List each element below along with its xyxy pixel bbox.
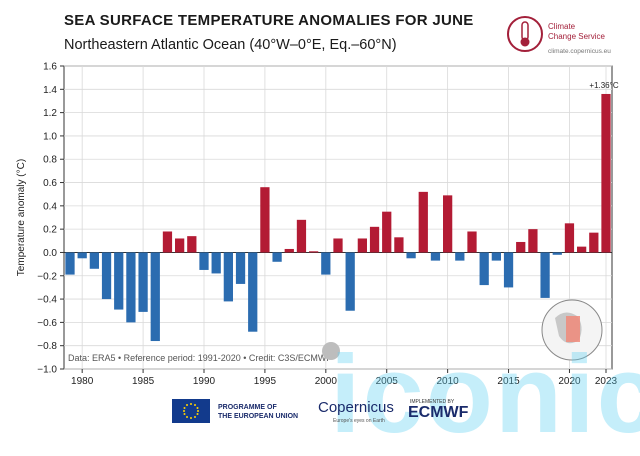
implemented-by-label: IMPLEMENTED BY: [410, 399, 455, 405]
bar: [382, 211, 392, 253]
bar: [418, 191, 428, 253]
bar: [430, 252, 441, 261]
y-tick-label: 0.2: [43, 225, 57, 236]
y-tick-label: −0.2: [37, 271, 57, 282]
bar: [333, 238, 343, 253]
bar: [187, 236, 197, 253]
bar: [175, 238, 185, 253]
y-tick-label: −0.6: [37, 318, 57, 329]
eu-programme-text: PROGRAMME OF THE EUROPEAN UNION: [218, 403, 298, 421]
x-tick-label: 1990: [193, 376, 216, 387]
watermark: iconic: [330, 333, 640, 456]
bar: [321, 252, 331, 275]
eu-flag-icon: [172, 399, 210, 423]
bar: [589, 232, 599, 253]
grey-dot-marker: [322, 342, 340, 360]
bar: [577, 246, 587, 253]
c3s-url: climate.copernicus.eu: [548, 48, 611, 55]
bar: [369, 226, 380, 253]
bar: [479, 252, 489, 286]
plot-frame: [63, 65, 613, 370]
bar: [540, 252, 550, 298]
y-tick-label: −0.8: [37, 341, 57, 352]
bar: [406, 252, 416, 259]
eu-line2: THE EUROPEAN UNION: [218, 413, 299, 420]
y-tick-label: 0.4: [43, 201, 57, 212]
bar: [272, 252, 282, 262]
y-tick-label: −1.0: [37, 365, 57, 376]
bar: [601, 93, 611, 253]
bar: [394, 237, 404, 253]
bar: [150, 252, 160, 342]
x-tick-label: 1980: [71, 376, 94, 387]
bar: [211, 252, 221, 274]
ecmwf-logo: ECMWF: [408, 404, 469, 421]
bar: [126, 252, 136, 323]
bar: [455, 252, 465, 261]
y-tick-label: 1.6: [43, 62, 57, 73]
y-tick-label: 0.0: [43, 248, 57, 259]
c3s-logo-text: Climate Change Service: [548, 22, 628, 42]
bar: [260, 187, 270, 253]
credit-text: Data: ERA5 • Reference period: 1991-2020…: [68, 353, 332, 363]
x-tick-label: 1995: [254, 376, 277, 387]
bar: [528, 229, 538, 253]
bar: [357, 238, 367, 253]
bar: [162, 231, 173, 253]
chart-subtitle: Northeastern Atlantic Ocean (40°W–0°E, E…: [64, 37, 397, 53]
y-axis-label: Temperature anomaly (°C): [16, 159, 27, 276]
bar: [284, 248, 294, 253]
c3s-name-line2: Change Service: [548, 32, 605, 41]
bar: [503, 252, 514, 288]
x-tick-label: 2005: [376, 376, 399, 387]
bar: [296, 219, 307, 253]
copernicus-tagline: Europe's eyes on Earth: [333, 418, 385, 424]
bar: [138, 252, 148, 312]
bar: [114, 252, 124, 310]
y-tick-label: 1.2: [43, 108, 57, 119]
bar: [516, 241, 526, 253]
bar: [199, 252, 209, 270]
x-tick-label: 2015: [497, 376, 520, 387]
bar: [248, 252, 258, 332]
bar: [101, 252, 112, 300]
y-tick-label: 1.0: [43, 131, 57, 142]
chart-title: SEA SURFACE TEMPERATURE ANOMALIES FOR JU…: [64, 12, 474, 29]
x-tick-label: 2010: [437, 376, 460, 387]
bar-chart: −1.0 −0.8 −0.6 −0.4 −0.2 0.0 0.2 0.4 0.6 0.8 1.0 1.…: [16, 62, 619, 388]
copernicus-logo: Copernicus: [318, 399, 394, 416]
y-tick-label: 1.4: [43, 85, 57, 96]
bar: [345, 252, 355, 311]
eu-line1: PROGRAMME OF: [218, 404, 277, 411]
bar: [65, 252, 75, 275]
bar: [77, 252, 87, 259]
globe-region-highlight: [566, 316, 580, 342]
y-tick-label: 0.6: [43, 178, 57, 189]
x-tick-label: 1985: [132, 376, 155, 387]
annotation-label: +1.36°C: [589, 81, 618, 90]
bar: [309, 251, 319, 253]
bar: [223, 252, 233, 302]
bar: [89, 252, 99, 269]
x-tick-label: 2000: [315, 376, 338, 387]
bar: [443, 195, 453, 253]
x-tick-label: 2020: [558, 376, 581, 387]
y-tick-label: 0.8: [43, 155, 57, 166]
x-tick-label: 2023: [595, 376, 618, 387]
c3s-thermometer-icon: [507, 16, 543, 52]
bar: [235, 252, 246, 284]
y-tick-label: −0.4: [37, 295, 57, 306]
bar: [552, 252, 562, 255]
bar: [491, 252, 501, 261]
bar: [564, 223, 575, 253]
c3s-name-line1: Climate: [548, 22, 576, 31]
bar: [467, 231, 477, 253]
